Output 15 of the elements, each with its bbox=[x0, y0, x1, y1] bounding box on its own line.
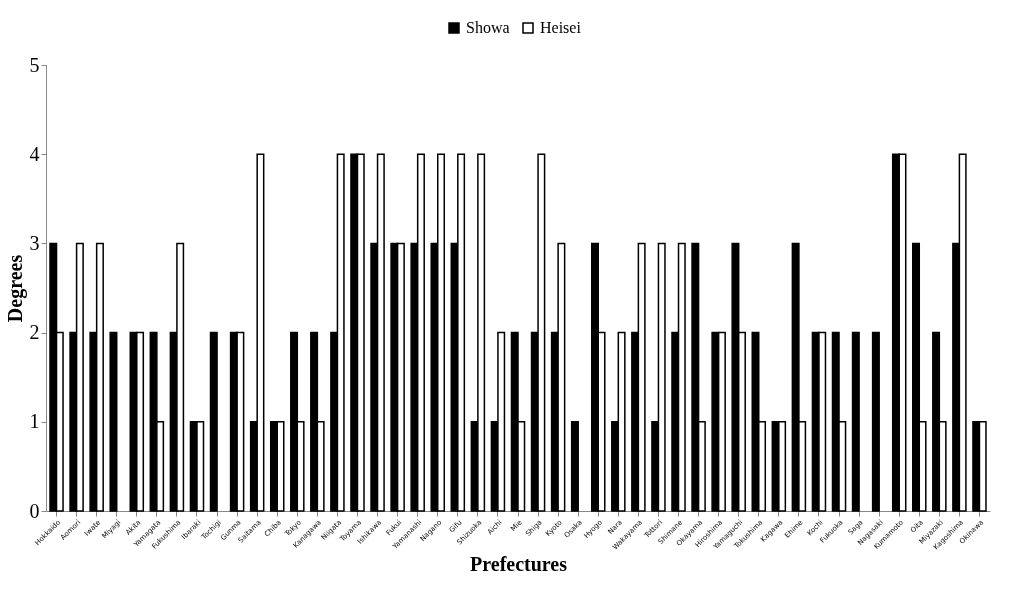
y-tick-label: 4 bbox=[29, 142, 40, 165]
legend-label: Heisei bbox=[540, 19, 582, 36]
bar bbox=[109, 331, 118, 512]
y-tick-label: 3 bbox=[29, 231, 40, 254]
legend-label: Showa bbox=[466, 19, 510, 36]
bar bbox=[209, 331, 218, 512]
y-tick-label: 1 bbox=[29, 410, 40, 433]
y-axis-title: Degrees bbox=[3, 254, 27, 323]
x-axis-title: Prefectures bbox=[470, 552, 568, 575]
bar bbox=[871, 331, 880, 512]
y-tick-label: 2 bbox=[29, 321, 40, 344]
y-tick-label: 5 bbox=[29, 53, 40, 76]
y-tick-label: 0 bbox=[29, 499, 40, 522]
bar bbox=[570, 421, 579, 512]
bar bbox=[851, 331, 860, 512]
